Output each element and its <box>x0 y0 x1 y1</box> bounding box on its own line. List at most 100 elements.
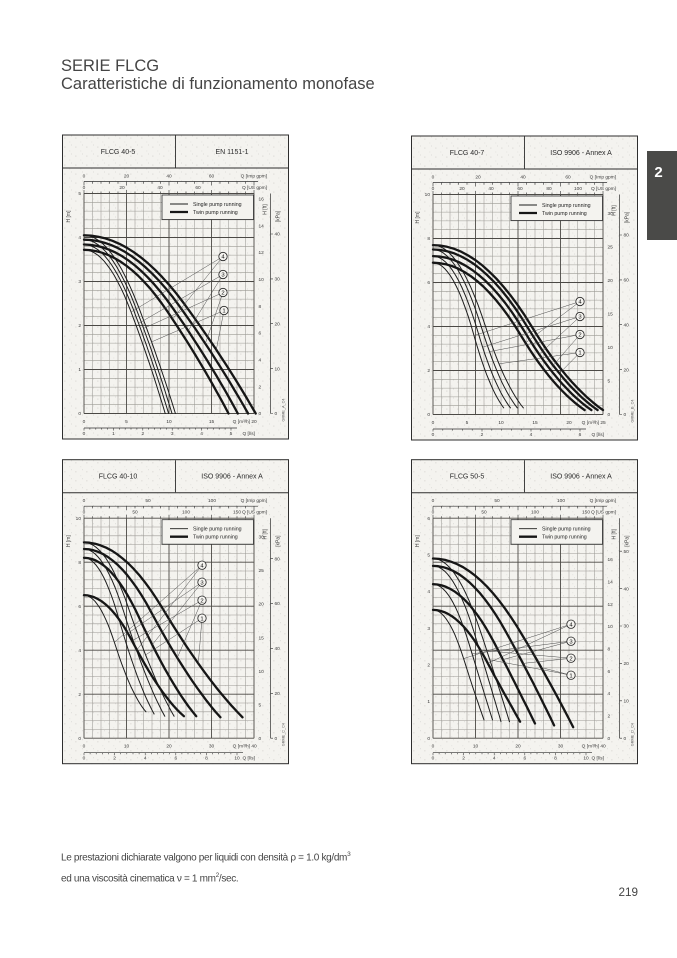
svg-text:3: 3 <box>569 639 573 645</box>
svg-text:2: 2 <box>569 656 572 662</box>
svg-text:Single pump running: Single pump running <box>193 527 242 533</box>
svg-text:0: 0 <box>83 185 86 191</box>
svg-text:150: 150 <box>582 510 590 516</box>
svg-text:Single pump running: Single pump running <box>193 202 242 208</box>
svg-text:150: 150 <box>233 510 241 516</box>
svg-text:4: 4 <box>221 255 225 261</box>
svg-text:14: 14 <box>259 223 265 229</box>
svg-text:Q [US gpm]: Q [US gpm] <box>242 510 267 516</box>
svg-text:10: 10 <box>608 345 614 351</box>
svg-text:60: 60 <box>275 601 281 607</box>
svg-text:H [ft]: H [ft] <box>612 205 618 216</box>
svg-text:Q [Imp gpm]: Q [Imp gpm] <box>590 498 616 504</box>
svg-text:2: 2 <box>78 692 81 698</box>
svg-text:20: 20 <box>275 321 281 327</box>
svg-text:25: 25 <box>600 420 606 426</box>
svg-text:0: 0 <box>432 420 435 426</box>
svg-text:6: 6 <box>259 331 262 337</box>
svg-text:0: 0 <box>78 736 81 742</box>
svg-text:H [m]: H [m] <box>66 535 72 548</box>
svg-text:0: 0 <box>275 736 278 742</box>
svg-text:H [m]: H [m] <box>415 211 421 224</box>
svg-text:8: 8 <box>78 560 81 566</box>
svg-text:H [m]: H [m] <box>66 210 72 223</box>
svg-text:12: 12 <box>259 250 265 256</box>
svg-text:Q [Imp gpm]: Q [Imp gpm] <box>241 174 267 180</box>
svg-text:2: 2 <box>578 333 581 339</box>
svg-text:4: 4 <box>200 431 203 437</box>
svg-text:0: 0 <box>83 431 86 437</box>
svg-text:GRME_C_C4: GRME_C_C4 <box>282 723 286 746</box>
svg-text:2: 2 <box>608 714 611 720</box>
svg-text:2: 2 <box>200 598 203 604</box>
svg-text:50: 50 <box>132 510 138 516</box>
svg-text:5: 5 <box>125 419 128 425</box>
svg-text:6: 6 <box>579 432 582 438</box>
svg-text:100: 100 <box>182 510 190 516</box>
svg-text:80: 80 <box>624 233 630 239</box>
svg-text:12: 12 <box>608 602 614 608</box>
svg-text:2: 2 <box>113 756 116 762</box>
svg-text:40: 40 <box>157 185 163 191</box>
svg-text:100: 100 <box>574 186 582 192</box>
svg-text:4: 4 <box>144 756 147 762</box>
svg-text:0: 0 <box>624 736 627 742</box>
svg-text:30: 30 <box>558 744 564 750</box>
svg-text:20: 20 <box>475 175 481 181</box>
svg-text:6: 6 <box>427 280 430 286</box>
svg-text:60: 60 <box>517 186 523 192</box>
svg-text:[kPa]: [kPa] <box>276 535 282 547</box>
svg-text:80: 80 <box>546 186 552 192</box>
svg-text:25: 25 <box>259 568 265 574</box>
svg-text:4: 4 <box>427 589 430 595</box>
svg-text:H [ft]: H [ft] <box>263 528 269 539</box>
svg-text:3: 3 <box>78 279 81 285</box>
svg-text:10: 10 <box>259 669 265 675</box>
svg-text:10: 10 <box>259 277 265 283</box>
svg-text:Q [US gpm]: Q [US gpm] <box>591 186 616 192</box>
svg-text:1: 1 <box>427 699 430 705</box>
svg-text:Single pump running: Single pump running <box>542 203 591 209</box>
svg-text:20: 20 <box>608 278 614 284</box>
svg-text:40: 40 <box>624 322 630 328</box>
svg-text:15: 15 <box>209 419 215 425</box>
svg-text:GRME_B_C4: GRME_B_C4 <box>631 399 635 422</box>
svg-text:0: 0 <box>83 174 86 180</box>
svg-text:5: 5 <box>78 191 81 197</box>
svg-text:Twin pump running: Twin pump running <box>193 210 238 216</box>
svg-text:0: 0 <box>432 186 435 192</box>
svg-text:EN 1151-1: EN 1151-1 <box>216 149 249 156</box>
svg-text:Q [m³/h]: Q [m³/h] <box>582 420 599 426</box>
svg-text:4: 4 <box>530 432 533 438</box>
svg-text:40: 40 <box>275 646 281 652</box>
svg-text:10: 10 <box>498 420 504 426</box>
svg-text:Single pump running: Single pump running <box>542 527 591 533</box>
svg-text:2: 2 <box>427 368 430 374</box>
svg-text:60: 60 <box>209 174 215 180</box>
svg-text:3: 3 <box>578 315 582 321</box>
svg-text:0: 0 <box>83 510 86 516</box>
svg-text:16: 16 <box>608 557 614 563</box>
svg-text:0: 0 <box>83 498 86 504</box>
svg-text:2: 2 <box>141 431 144 437</box>
svg-text:1: 1 <box>200 616 203 622</box>
svg-text:10: 10 <box>583 756 589 762</box>
svg-text:20: 20 <box>124 174 130 180</box>
svg-text:20: 20 <box>624 367 630 373</box>
svg-text:3: 3 <box>171 431 174 437</box>
svg-text:Q [l/s]: Q [l/s] <box>242 756 255 762</box>
svg-text:2: 2 <box>259 384 262 390</box>
svg-text:0: 0 <box>78 411 81 417</box>
svg-text:0: 0 <box>432 175 435 181</box>
svg-text:ISO 9906 - Annex A: ISO 9906 - Annex A <box>550 474 612 481</box>
svg-text:0: 0 <box>275 411 278 417</box>
svg-text:60: 60 <box>565 175 571 181</box>
svg-text:2: 2 <box>462 756 465 762</box>
svg-text:50: 50 <box>494 498 500 504</box>
svg-text:FLCG 40-5: FLCG 40-5 <box>101 149 136 156</box>
svg-text:[kPa]: [kPa] <box>625 211 631 223</box>
svg-text:60: 60 <box>195 185 201 191</box>
svg-text:2: 2 <box>481 432 484 438</box>
svg-text:20: 20 <box>259 602 265 608</box>
svg-text:40: 40 <box>600 744 606 750</box>
